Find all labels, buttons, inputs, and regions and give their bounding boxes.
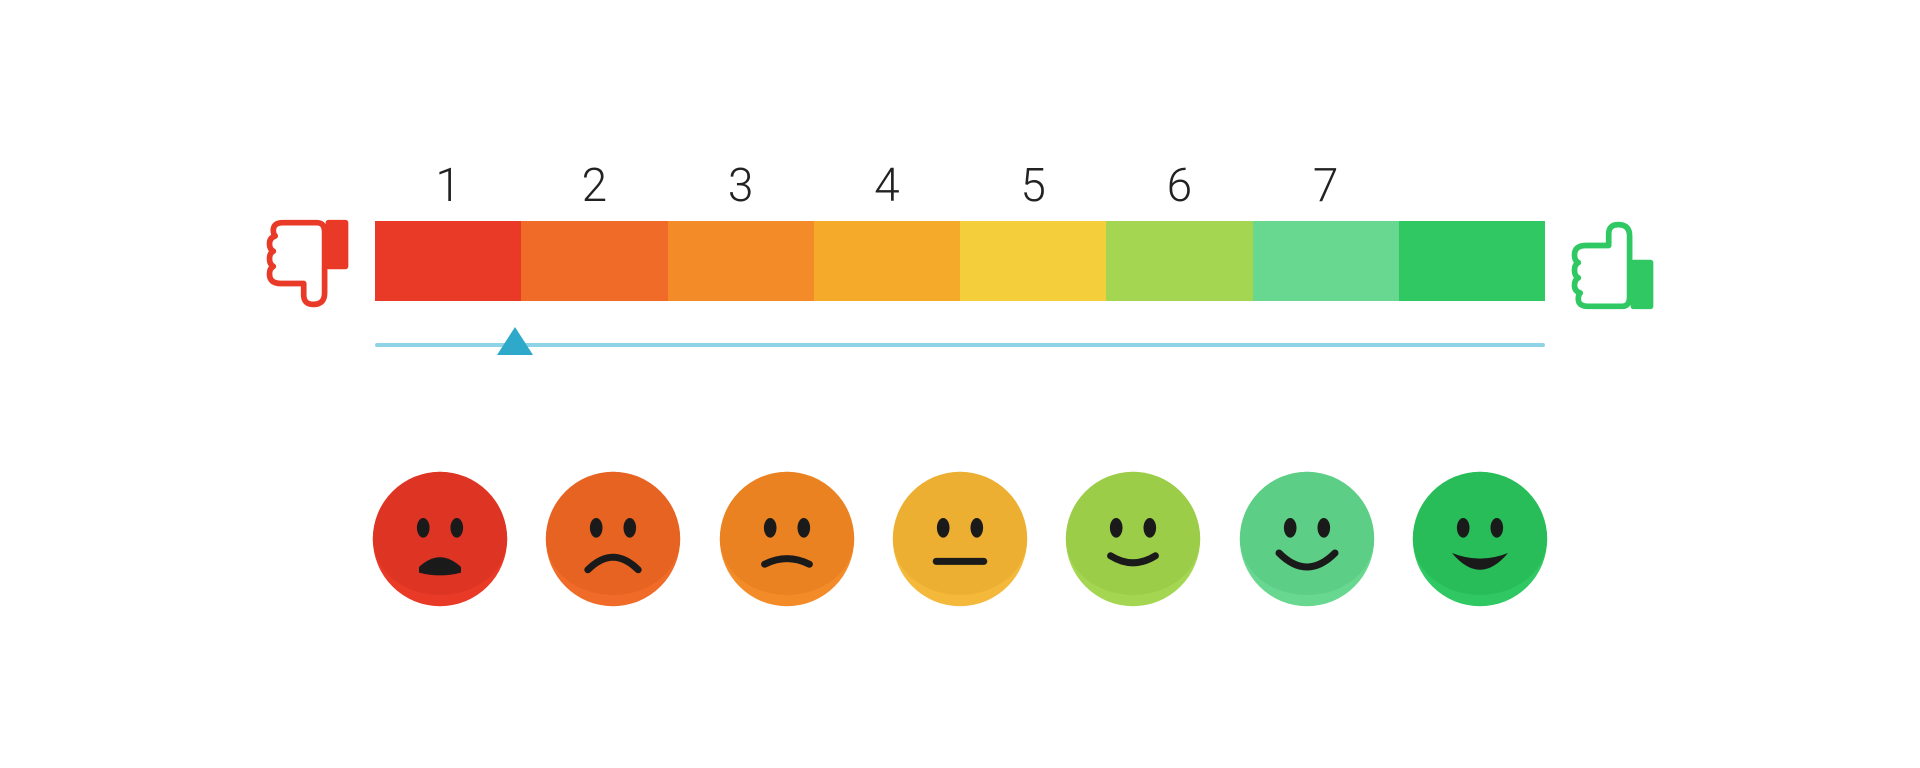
thumbs-up-icon [1565, 217, 1660, 312]
segment-7[interactable] [1253, 221, 1399, 301]
segment-5[interactable] [960, 221, 1106, 301]
scale-number-4: 4 [814, 159, 960, 213]
scale-number-5: 5 [960, 159, 1106, 213]
rating-widget: 1234567 [260, 159, 1660, 609]
segment-4[interactable] [814, 221, 960, 301]
scale-number-2: 2 [521, 159, 667, 213]
emoji-neutral[interactable] [890, 469, 1030, 609]
slider[interactable] [375, 319, 1545, 369]
scale-row: 1234567 [260, 159, 1660, 369]
color-bar [375, 221, 1545, 301]
scale-numbers: 1234567 [375, 159, 1545, 213]
slider-marker[interactable] [497, 327, 533, 355]
scale-number-7: 7 [1253, 159, 1399, 213]
scale-number-3: 3 [668, 159, 814, 213]
number-spacer [1399, 159, 1545, 213]
emoji-very-sad[interactable] [370, 469, 510, 609]
segment-2[interactable] [521, 221, 667, 301]
slider-line [375, 343, 1545, 347]
emoji-row [370, 469, 1550, 609]
emoji-slight-smile[interactable] [1063, 469, 1203, 609]
emoji-smile[interactable] [1237, 469, 1377, 609]
emoji-very-happy[interactable] [1410, 469, 1550, 609]
segment-1[interactable] [375, 221, 521, 301]
emoji-sad[interactable] [543, 469, 683, 609]
emoji-slight-frown[interactable] [717, 469, 857, 609]
scale-number-1: 1 [375, 159, 521, 213]
segment-6[interactable] [1106, 221, 1252, 301]
segment-3[interactable] [668, 221, 814, 301]
scale-content: 1234567 [375, 159, 1545, 369]
segment-8[interactable] [1399, 221, 1545, 301]
thumbs-down-icon [260, 217, 355, 312]
scale-number-6: 6 [1106, 159, 1252, 213]
